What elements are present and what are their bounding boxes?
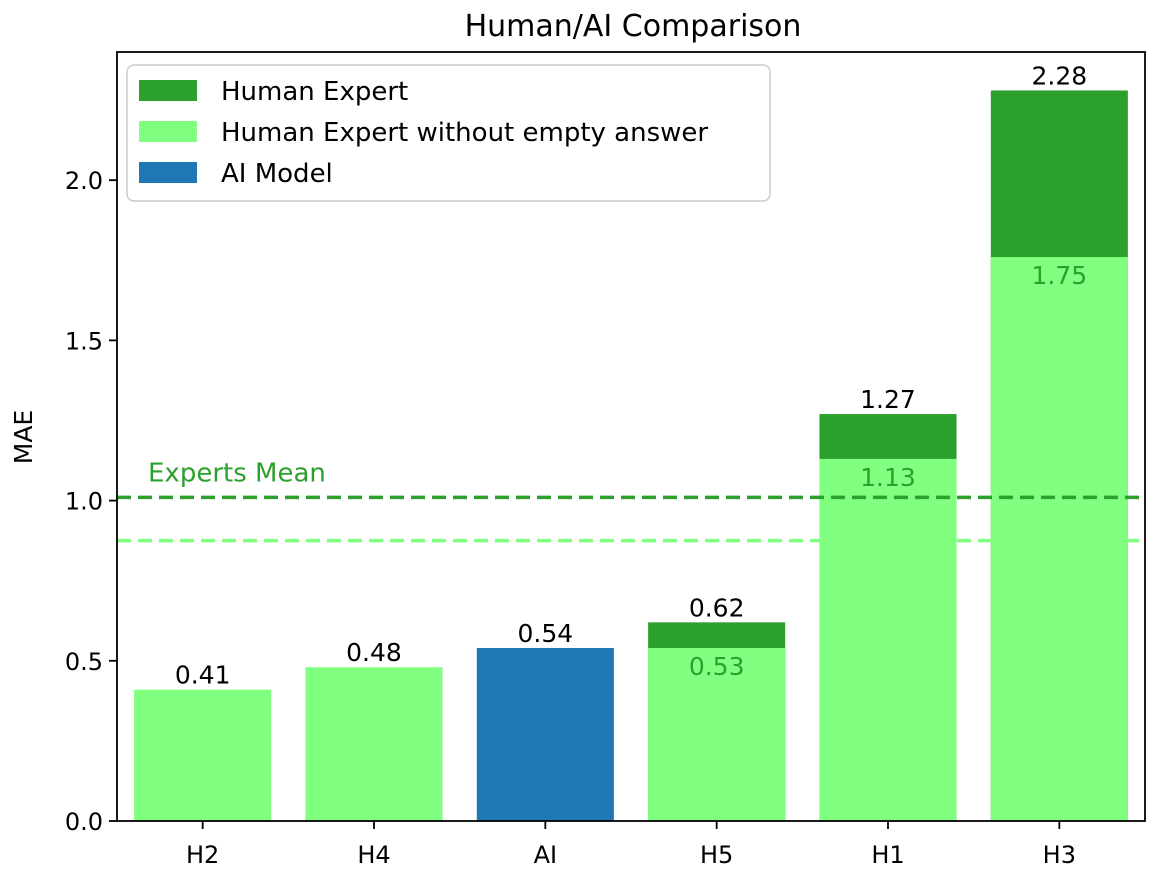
legend-frame [126,64,771,202]
data-label-no-empty-H1: 1.13 [860,463,916,492]
legend-swatch [139,121,197,142]
bar-human-expert-no-empty-H5 [648,647,786,821]
x-tick-label: AI [534,841,558,869]
legend-swatch [139,162,197,183]
bar-human-expert-no-empty-H2 [134,689,272,821]
legend: Human Expert Human Expert without empty a… [126,64,771,202]
x-tick-label: H3 [1043,841,1076,869]
data-label-no-empty-H5: 0.53 [689,652,745,681]
y-tick-label: 2.0 [65,167,103,195]
y-tick-label: 1.5 [65,327,103,355]
bar-human-expert-no-empty-H1 [819,458,957,821]
data-label-total-H1: 1.27 [860,385,916,414]
legend-swatch [139,80,197,101]
bar-human-expert-no-empty-H4 [305,667,443,821]
x-tick-label: H4 [357,841,390,869]
y-tick-label: 1.0 [65,488,103,516]
data-label-total-H3: 2.28 [1031,61,1087,90]
legend-label: Human Expert without empty answer [221,118,708,148]
data-label-total-H5: 0.62 [689,593,745,622]
data-label-AI: 0.54 [517,619,573,648]
x-tick-label: H5 [700,841,733,869]
legend-label: Human Expert [221,77,408,107]
legend-label: AI Model [221,159,333,189]
data-label-no-empty-H3: 1.75 [1031,261,1087,290]
y-axis-label: MAE [9,410,38,464]
x-tick-label: H2 [186,841,219,869]
reference-line-label: Experts Mean [148,458,326,488]
plot-area: Experts Mean 0.41 0.48 0.54 0.62 0.53 1.27 1.13… [65,51,1146,869]
x-tick-label: H1 [871,841,904,869]
y-tick-label: 0.5 [65,648,103,676]
data-label-H4: 0.48 [346,638,402,667]
plot-frame [116,51,1146,822]
chart-title: Human/AI Comparison [465,9,802,44]
bar-ai-model-AI [476,647,614,821]
data-label-H2: 0.41 [175,661,231,690]
y-tick-label: 0.0 [65,808,103,836]
